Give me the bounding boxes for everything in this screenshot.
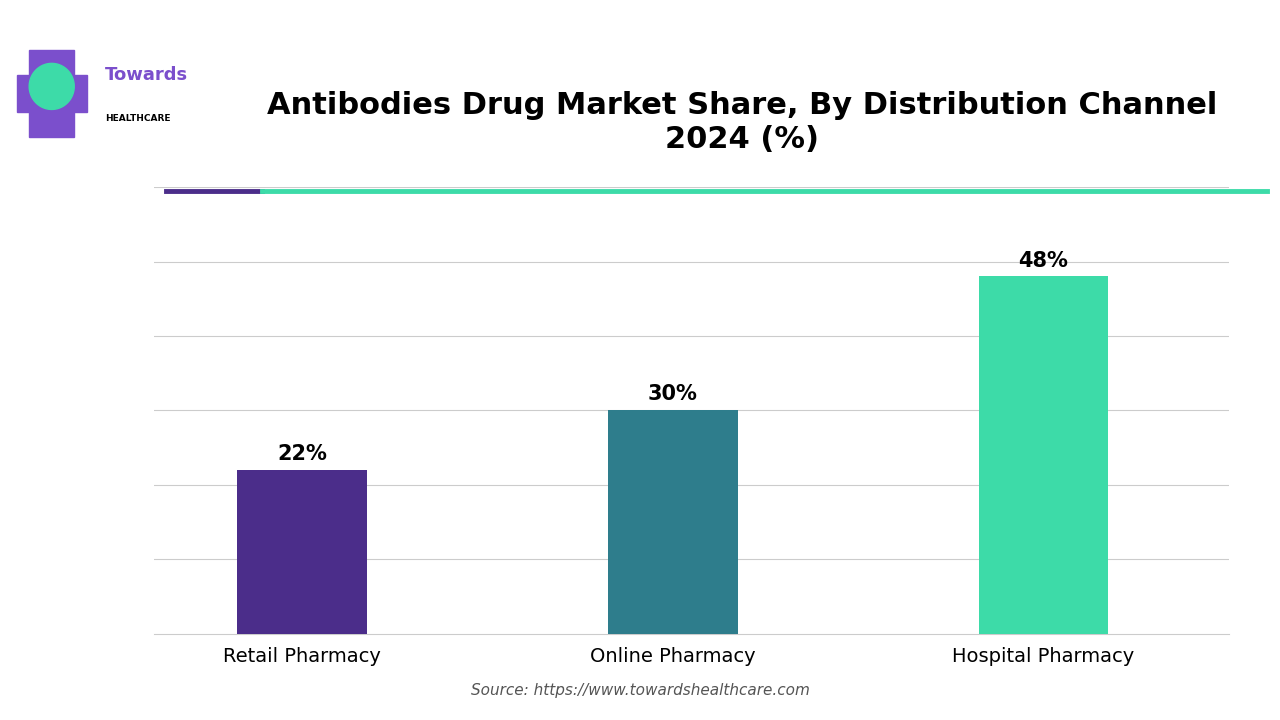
Bar xyxy=(978,276,1108,634)
Text: 22%: 22% xyxy=(276,444,326,464)
Text: HEALTHCARE: HEALTHCARE xyxy=(105,114,170,122)
Text: 30%: 30% xyxy=(648,384,698,405)
Text: Antibodies Drug Market Share, By Distribution Channel
2024 (%): Antibodies Drug Market Share, By Distrib… xyxy=(268,91,1217,153)
Text: Towards: Towards xyxy=(105,66,188,84)
Text: 48%: 48% xyxy=(1019,251,1069,271)
Bar xyxy=(237,470,367,634)
Bar xyxy=(29,50,74,137)
Text: Source: https://www.towardshealthcare.com: Source: https://www.towardshealthcare.co… xyxy=(471,683,809,698)
Bar xyxy=(17,75,87,112)
Bar xyxy=(608,410,737,634)
Polygon shape xyxy=(29,63,74,109)
